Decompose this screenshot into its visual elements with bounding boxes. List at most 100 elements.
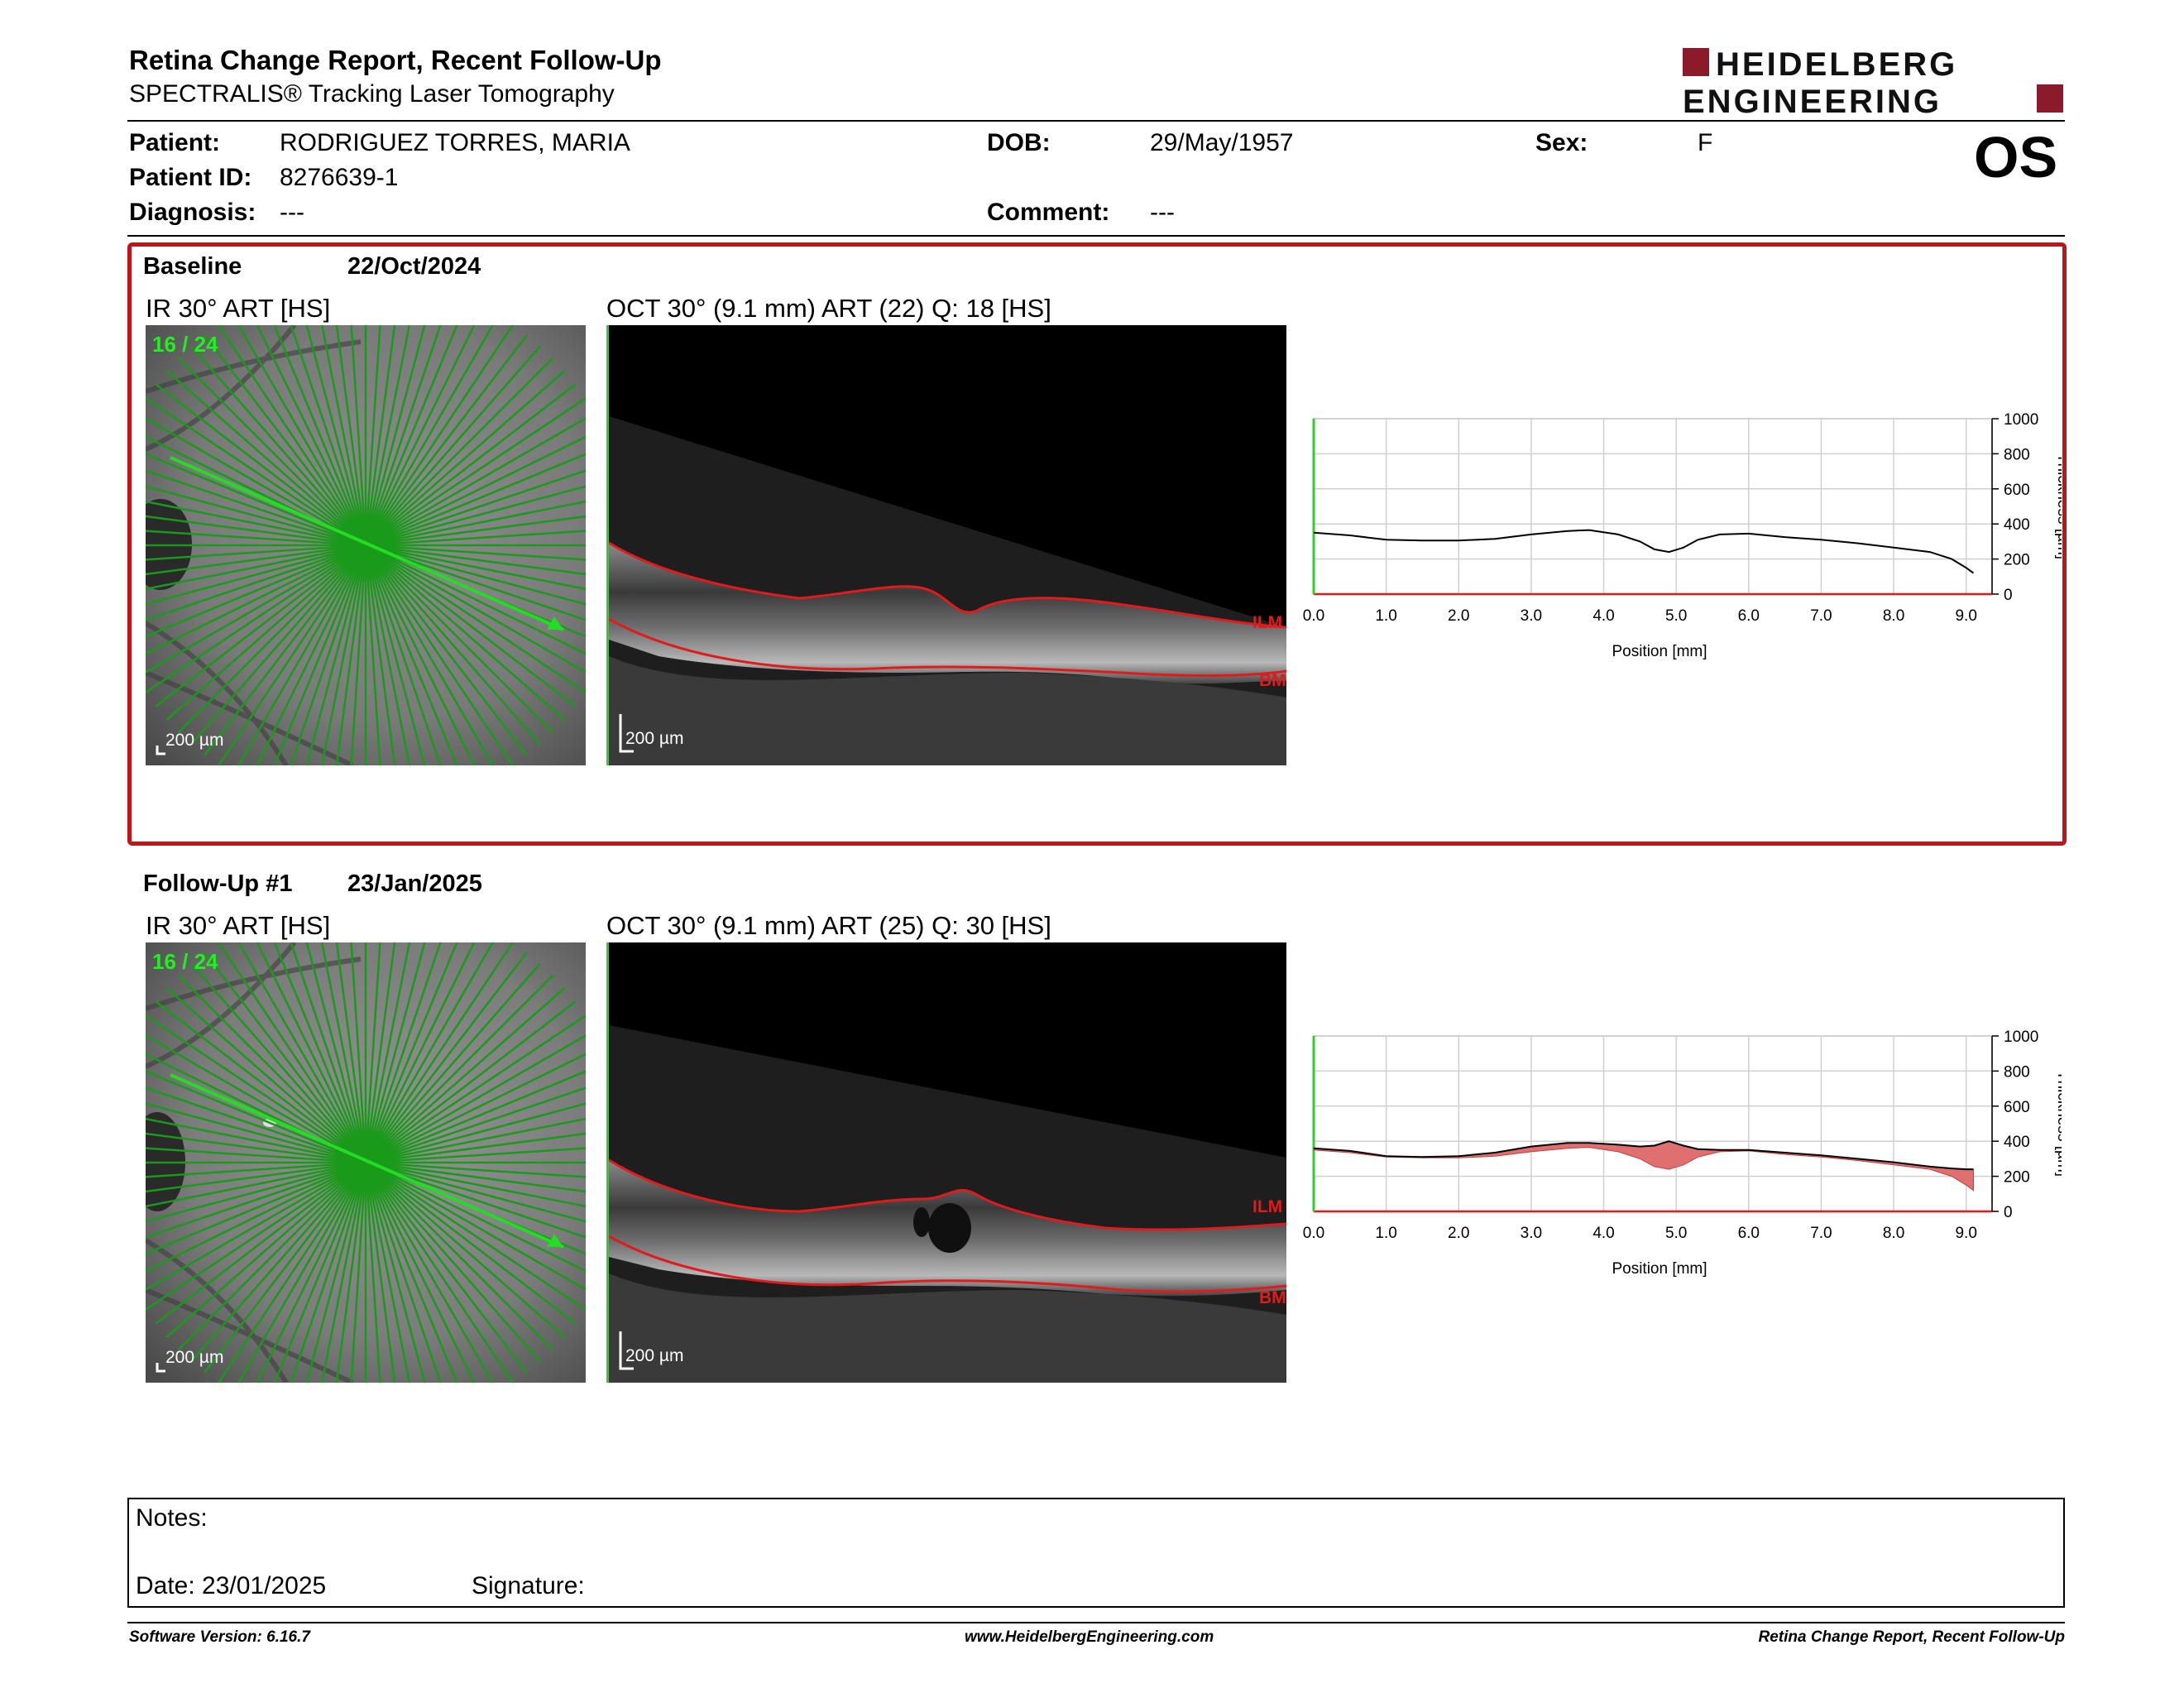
heidelberg-logo: HEIDELBERG ENGINEERING [1683,45,2063,120]
scan-line [146,530,586,561]
notes-label: Notes: [136,1504,208,1532]
svg-text:HEIDELBERG: HEIDELBERG [1716,46,1957,83]
footer-website-link[interactable]: www.HeidelbergEngineering.com [965,1628,1214,1646]
cystic-space [928,1203,971,1253]
baseline-ilm-label: ILM [1252,613,1282,632]
thickness-line [1313,529,1975,574]
baseline-ir-title: IR 30° ART [HS] [146,294,331,323]
thickness-line [1313,1140,1974,1171]
followup-thickness-plot: 0.0 1.0 2.0 3.0 4.0 5.0 6.0 7.0 8.0 9.0 0 200 400 600… [1300,1028,2071,1326]
baseline-bm-label: BM [1259,671,1286,690]
notes-box[interactable]: Notes: Date: 23/01/2025 Signature: [127,1498,2065,1608]
diagnosis-label: Diagnosis: [129,199,256,226]
y-tick-label: 0 [2004,1204,2013,1221]
baseline-bm-line [609,617,1286,678]
baseline-ir-scale: 200 µm [165,731,223,750]
header-divider [127,120,2065,122]
dob-label: DOB: [987,129,1051,156]
x-tick-label: 2.0 [1448,1225,1469,1242]
x-axis-label: Position [mm] [1612,643,1707,660]
followup-date: 23/Jan/2025 [347,870,482,897]
x-tick-label: 1.0 [1375,607,1396,625]
y-tick-label: 1000 [2004,411,2038,429]
y-tick-label: 600 [2004,482,2030,499]
dob-value: 29/May/1957 [1150,129,1294,156]
y-axis-label: Thickness [µm] [2054,453,2062,559]
baseline-scan-counter: 16 / 24 [152,332,218,357]
followup-ir-title: IR 30° ART [HS] [146,911,331,940]
y-tick-label: 800 [2004,1063,2030,1081]
comment-value: --- [1150,199,1175,226]
x-tick-label: 1.0 [1375,1225,1396,1242]
x-tick-label: 4.0 [1592,1225,1614,1242]
baseline-label: Baseline [143,253,242,280]
cystic-space [913,1207,930,1237]
x-tick-label: 2.0 [1448,607,1469,625]
comment-label: Comment: [987,199,1110,226]
x-tick-label: 3.0 [1521,607,1542,625]
signature-label: Signature: [472,1572,585,1599]
patient-id: 8276639-1 [280,164,399,191]
x-tick-label: 6.0 [1738,607,1760,625]
patient-divider [127,235,2065,237]
patient-name: RODRIGUEZ TORRES, MARIA [280,129,630,156]
sex-value: F [1698,129,1713,156]
y-tick-label: 400 [2004,516,2030,534]
followup-ilm-label: ILM [1252,1197,1282,1216]
baseline-thickness-plot: 0.0 1.0 2.0 3.0 4.0 5.0 6.0 7.0 8.0 9.0 0 200 400 600… [1300,410,2071,708]
scan-direction-arrow [547,616,563,630]
x-tick-label: 8.0 [1883,607,1904,625]
followup-scan-counter: 16 / 24 [152,949,218,974]
report-title: Retina Change Report, Recent Follow-Up [129,45,662,75]
x-tick-label: 0.0 [1303,1225,1324,1242]
patient-id-label: Patient ID: [129,164,252,191]
y-tick-label: 0 [2004,587,2013,604]
x-tick-label: 0.0 [1303,607,1324,625]
followup-label: Follow-Up #1 [143,870,293,897]
svg-text:ENGINEERING: ENGINEERING [1683,84,1942,117]
plot-frame [1313,418,1993,595]
x-tick-label: 3.0 [1521,1225,1542,1242]
y-tick-label: 600 [2004,1099,2030,1116]
eye-indicator: OS [1974,125,2058,189]
followup-ir-image[interactable]: 16 / 24 200 µm [146,942,586,1383]
x-tick-label: 6.0 [1738,1225,1760,1242]
footer-report-name: Retina Change Report, Recent Follow-Up [1758,1628,2065,1646]
y-tick-label: 400 [2004,1134,2030,1151]
followup-bm-label: BM [1259,1288,1286,1307]
notes-date: Date: 23/01/2025 [136,1572,327,1599]
baseline-ilm-line [609,541,1286,629]
report-subtitle: SPECTRALIS® Tracking Laser Tomography [129,80,615,108]
baseline-date: 22/Oct/2024 [347,253,481,280]
y-tick-label: 200 [2004,552,2030,569]
scan-line [146,1147,586,1178]
x-axis-label: Position [mm] [1612,1260,1707,1278]
baseline-oct-scale: 200 µm [625,729,683,748]
y-tick-label: 200 [2004,1169,2030,1187]
footer-software-version: Software Version: 6.16.7 [129,1628,310,1646]
y-tick-label: 800 [2004,446,2030,463]
baseline-oct-title: OCT 30° (9.1 mm) ART (22) Q: 18 [HS] [606,294,1051,323]
baseline-highlight-box [127,242,2067,846]
baseline-ir-image[interactable]: 16 / 24 200 µm [146,325,586,765]
followup-scan-star [146,942,586,1383]
followup-ilm-line [609,1158,1286,1231]
followup-oct-image[interactable]: ILM BM 200 µm [606,942,1286,1383]
x-tick-label: 9.0 [1955,607,1976,625]
x-tick-label: 5.0 [1665,607,1687,625]
x-tick-label: 9.0 [1955,1225,1976,1242]
x-tick-label: 8.0 [1883,1225,1904,1242]
plot-frame [1313,1035,1993,1212]
scan-direction-arrow [547,1234,563,1247]
patient-label: Patient: [129,129,221,156]
x-tick-label: 7.0 [1810,607,1832,625]
y-axis-label: Thickness [µm] [2054,1071,2062,1177]
followup-ir-scale: 200 µm [165,1348,223,1367]
followup-oct-title: OCT 30° (9.1 mm) ART (25) Q: 30 [HS] [606,911,1051,940]
followup-oct-scale: 200 µm [625,1346,683,1365]
x-tick-label: 5.0 [1665,1225,1687,1242]
diagnosis-value: --- [280,199,304,226]
followup-bm-line [609,1235,1286,1293]
baseline-oct-image[interactable]: ILM BM 200 µm [606,325,1286,765]
x-tick-label: 4.0 [1592,607,1614,625]
